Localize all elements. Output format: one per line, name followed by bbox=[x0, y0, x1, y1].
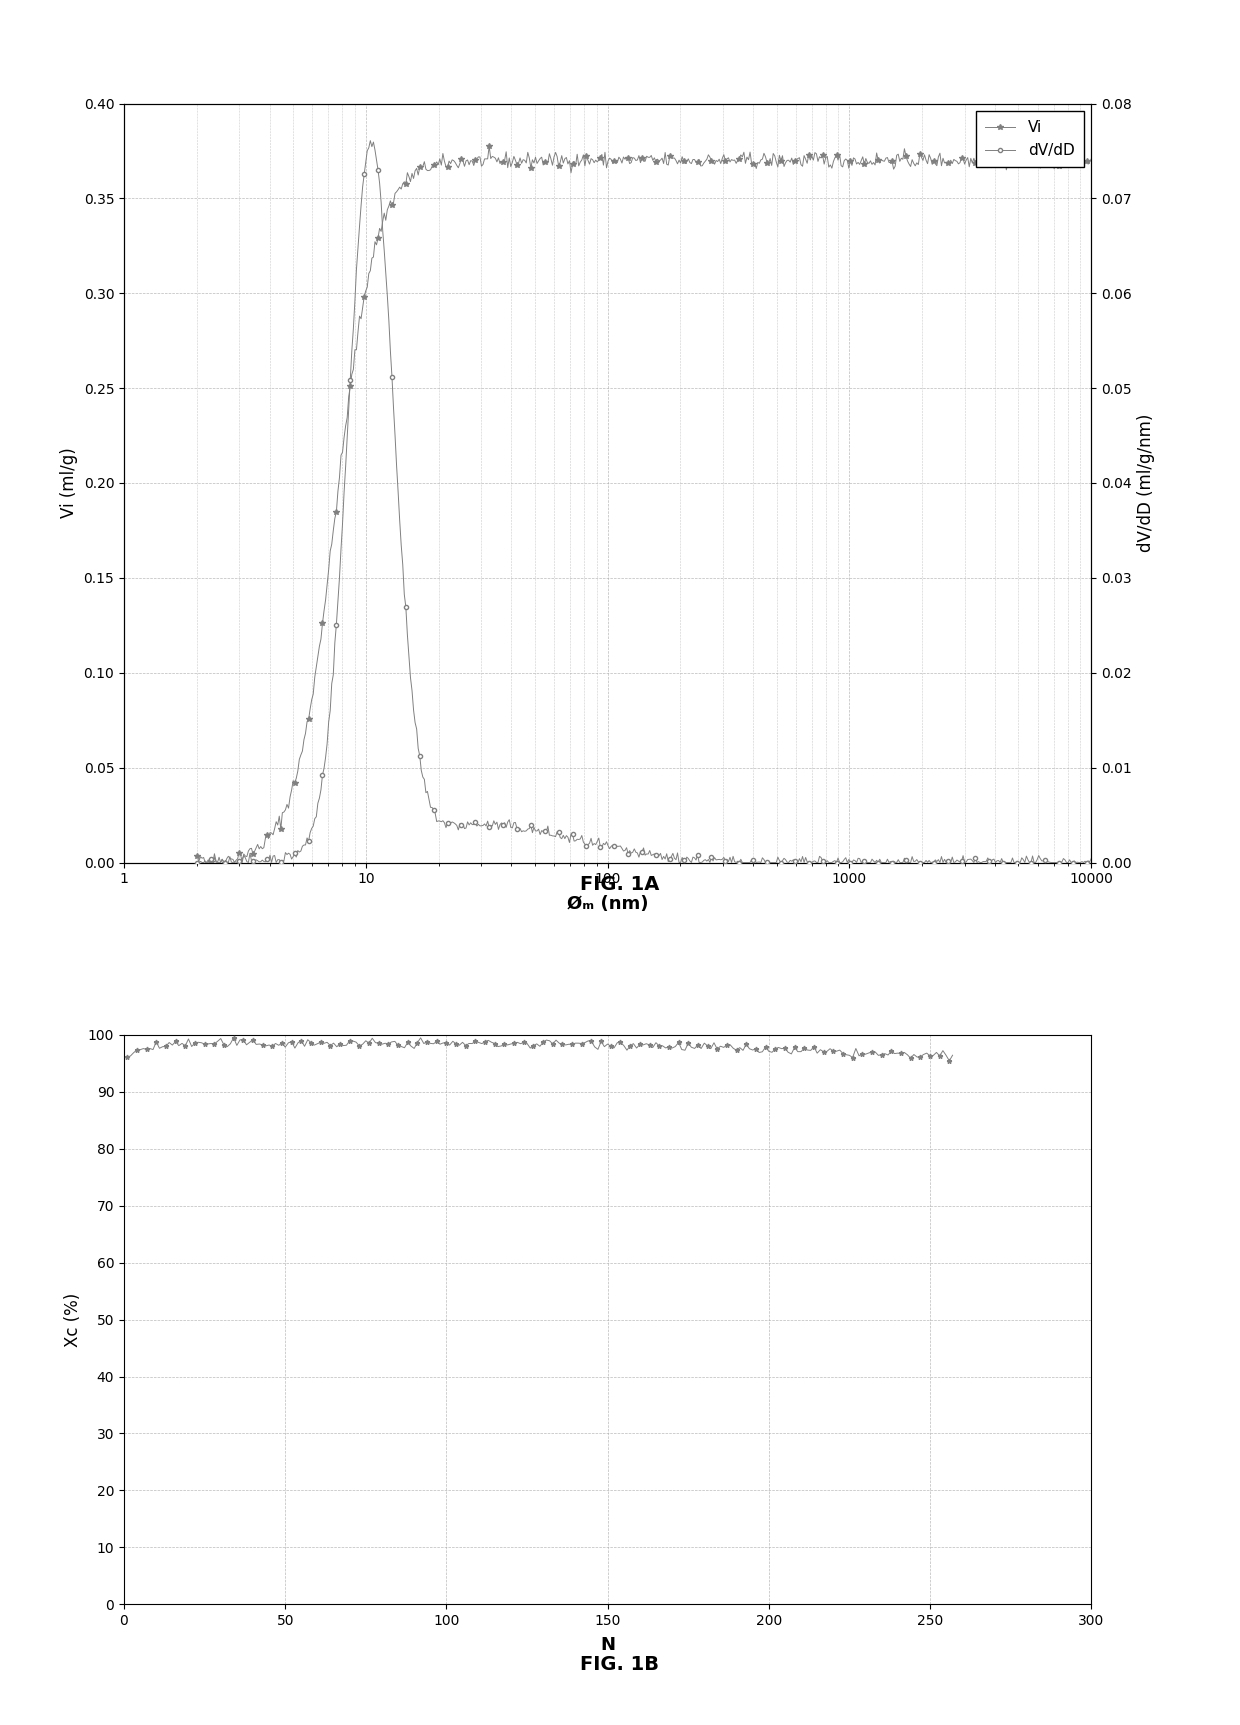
Line: Vi: Vi bbox=[195, 143, 1094, 866]
dV/dD bbox=[422, 788, 436, 809]
Vi bbox=[1011, 145, 1025, 166]
Vi bbox=[1084, 148, 1099, 169]
Vi bbox=[660, 154, 675, 174]
Vi bbox=[482, 136, 497, 157]
dV/dD bbox=[880, 849, 895, 869]
Y-axis label: Xc (%): Xc (%) bbox=[64, 1292, 82, 1347]
dV/dD bbox=[319, 747, 334, 768]
Vi bbox=[882, 152, 897, 172]
Y-axis label: Vi (ml/g): Vi (ml/g) bbox=[60, 447, 78, 519]
Vi bbox=[1022, 152, 1037, 172]
Line: dV/dD: dV/dD bbox=[196, 138, 1094, 864]
Y-axis label: dV/dD (ml/g/nm): dV/dD (ml/g/nm) bbox=[1137, 414, 1156, 552]
X-axis label: Øₘ (nm): Øₘ (nm) bbox=[567, 895, 649, 913]
Text: FIG. 1A: FIG. 1A bbox=[580, 875, 660, 895]
Legend: Vi, dV/dD: Vi, dV/dD bbox=[976, 110, 1084, 167]
dV/dD bbox=[363, 131, 378, 152]
dV/dD bbox=[1084, 849, 1099, 869]
Vi bbox=[191, 852, 206, 873]
dV/dD bbox=[1009, 852, 1024, 873]
dV/dD bbox=[657, 849, 672, 869]
Vi bbox=[320, 574, 335, 595]
Vi bbox=[422, 160, 436, 181]
X-axis label: N: N bbox=[600, 1637, 615, 1654]
dV/dD bbox=[190, 852, 205, 873]
Text: FIG. 1B: FIG. 1B bbox=[580, 1654, 660, 1675]
Vi bbox=[190, 845, 205, 866]
dV/dD bbox=[1021, 849, 1035, 869]
